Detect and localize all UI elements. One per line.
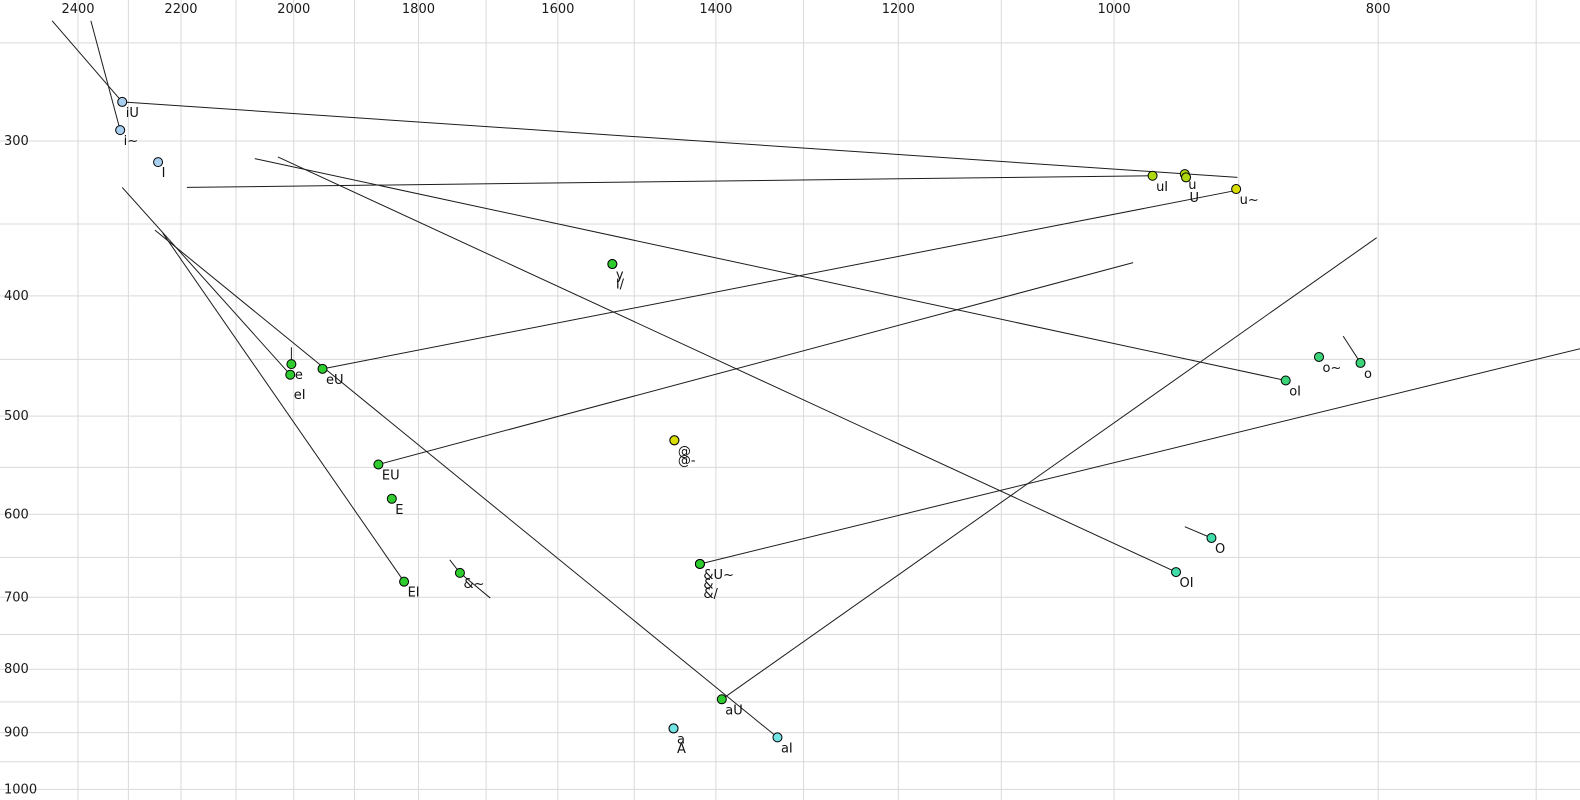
vowel-point-@- bbox=[669, 435, 680, 446]
diphthong-trajectory-aI bbox=[154, 229, 778, 738]
diphthong-trajectory-i~ bbox=[90, 20, 121, 131]
vowel-label-aU: aU bbox=[725, 703, 742, 718]
y-axis-tick-label: 600 bbox=[4, 507, 29, 522]
vowel-label-I: I bbox=[162, 166, 166, 181]
vowel-point-I/ bbox=[607, 259, 618, 270]
y-axis-tick-label: 700 bbox=[4, 590, 29, 605]
diphthong-trajectory-oI bbox=[254, 158, 1286, 381]
diphthong-trajectory-EU bbox=[378, 262, 1134, 465]
diphthong-trajectory-iU bbox=[122, 101, 1238, 178]
vowel-label-A: A bbox=[677, 742, 686, 757]
diphthong-trajectory-EI bbox=[162, 232, 405, 582]
x-axis-tick-label: 2000 bbox=[277, 2, 310, 17]
vowel-label-y: y bbox=[616, 268, 624, 283]
y-axis-tick-label: 1000 bbox=[4, 782, 37, 797]
x-axis-tick-label: 1800 bbox=[402, 2, 435, 17]
vowel-label-o: o bbox=[1364, 367, 1372, 382]
y-axis-tick-label: 300 bbox=[4, 134, 29, 149]
diphthong-trajectory-&U~ bbox=[699, 348, 1580, 565]
vowel-point-o bbox=[1355, 357, 1366, 368]
vowel-point-aU bbox=[716, 694, 727, 705]
x-axis-tick-label: 1600 bbox=[541, 2, 574, 17]
vowel-point-A bbox=[668, 723, 679, 734]
diphthong-trajectory-uI bbox=[186, 175, 1153, 188]
vowel-label-e: e bbox=[295, 368, 303, 383]
x-axis-tick-label: 1200 bbox=[882, 2, 915, 17]
vowel-point-OI bbox=[1171, 567, 1182, 578]
vowel-label-a: a bbox=[677, 732, 685, 747]
diphthong-trajectory-iU bbox=[51, 20, 123, 103]
vowel-point-I bbox=[153, 157, 164, 168]
vowel-label-iU: iU bbox=[126, 106, 139, 121]
vowel-label-o~: o~ bbox=[1323, 361, 1342, 376]
vowel-label-&/: &/ bbox=[703, 587, 718, 602]
vowel-label-I/: I/ bbox=[616, 277, 625, 292]
vowel-point-o~ bbox=[1314, 351, 1325, 362]
vowel-label-O: O bbox=[1215, 542, 1225, 557]
vowel-point-aI bbox=[772, 732, 783, 743]
vowel-label-U: U bbox=[1190, 191, 1200, 206]
vowel-label-&~: &~ bbox=[463, 577, 484, 592]
vowel-point-EU bbox=[373, 459, 384, 470]
vowel-label-EU: EU bbox=[382, 468, 400, 483]
vowel-point-iU bbox=[117, 96, 128, 107]
diphthong-trajectory-o bbox=[1342, 335, 1361, 364]
diphthong-trajectory-aU bbox=[721, 237, 1377, 700]
vowel-point-&/ bbox=[694, 558, 705, 569]
vowel-point-u~ bbox=[1231, 184, 1242, 195]
y-axis-tick-label: 400 bbox=[4, 289, 29, 304]
diphthong-trajectory-eI bbox=[121, 187, 291, 376]
vowel-point-&~ bbox=[454, 567, 465, 578]
vowel-label-i~: i~ bbox=[124, 134, 139, 149]
vowel-label-&: & bbox=[703, 577, 713, 592]
diphthong-trajectory-eU bbox=[322, 190, 1235, 370]
vowel-label-&U~: &U~ bbox=[703, 568, 734, 583]
vowel-point-i~ bbox=[115, 125, 126, 136]
vowel-label-aI: aI bbox=[781, 741, 793, 756]
y-axis-tick-label: 800 bbox=[4, 662, 29, 677]
vowel-label-u~: u~ bbox=[1240, 193, 1259, 208]
vowel-label-eU: eU bbox=[326, 373, 344, 388]
vowel-point-e bbox=[286, 359, 297, 370]
x-axis-tick-label: 1400 bbox=[699, 2, 732, 17]
vowel-label-E: E bbox=[395, 503, 403, 518]
vowel-point-EI bbox=[399, 576, 410, 587]
vowel-label-eI: eI bbox=[294, 388, 306, 403]
vowel-label-oI: oI bbox=[1289, 384, 1301, 399]
vowel-point-eI bbox=[285, 369, 296, 380]
vowel-point-E bbox=[386, 493, 397, 504]
vowel-point-uI bbox=[1147, 170, 1158, 181]
vowel-label-u: u bbox=[1188, 178, 1196, 193]
vowel-point-eU bbox=[317, 363, 328, 374]
vowel-label-@-: @- bbox=[678, 454, 696, 469]
diphthong-trajectory-OI bbox=[277, 156, 1177, 573]
x-axis-tick-label: 2400 bbox=[61, 2, 94, 17]
diphthong-trajectory-&~ bbox=[459, 572, 491, 599]
y-axis-tick-label: 500 bbox=[4, 409, 29, 424]
vowel-label-@: @ bbox=[678, 444, 691, 459]
vowel-point-oI bbox=[1280, 375, 1291, 386]
x-axis-tick-label: 800 bbox=[1366, 2, 1391, 17]
vowel-label-OI: OI bbox=[1180, 576, 1194, 591]
vowel-point-O bbox=[1206, 532, 1217, 543]
x-axis-tick-label: 1000 bbox=[1098, 2, 1131, 17]
vowel-label-uI: uI bbox=[1156, 180, 1168, 195]
x-axis-tick-label: 2200 bbox=[164, 2, 197, 17]
vowel-label-EI: EI bbox=[408, 586, 420, 601]
y-axis-tick-label: 900 bbox=[4, 726, 29, 741]
vowel-point-U bbox=[1181, 172, 1192, 183]
